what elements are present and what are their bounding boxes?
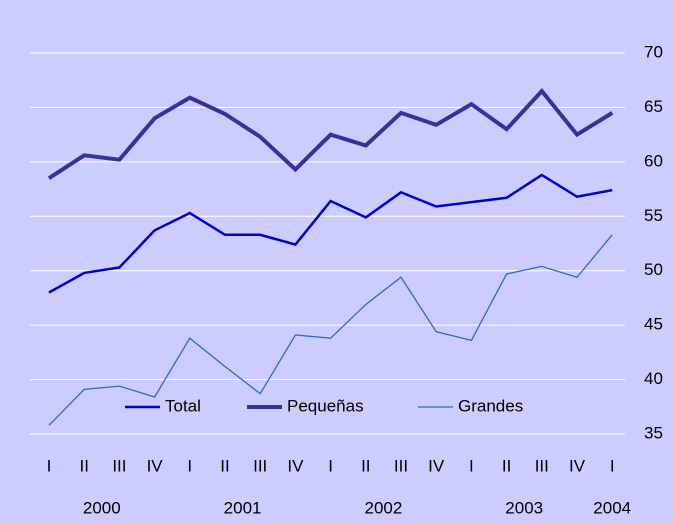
x-tick-label: III [253,456,267,475]
y-tick-label: 35 [644,423,663,442]
y-tick-label: 65 [644,97,663,116]
x-group-label: 2002 [364,498,402,517]
legend-label: Total [165,396,201,415]
series-line [48,234,613,426]
x-tick-label: II [361,456,370,475]
x-tick-label: IV [428,456,445,475]
x-tick-label: I [47,456,52,475]
x-tick-label: I [187,456,192,475]
x-tick-label: IV [287,456,304,475]
y-tick-label: 55 [644,206,663,225]
x-tick-label: I [469,456,474,475]
x-tick-label: II [220,456,229,475]
x-group-label: 2001 [224,498,262,517]
x-tick-label: IV [147,456,164,475]
x-tick-label: III [394,456,408,475]
x-group-label: 2004 [593,498,631,517]
legend-label: Pequeñas [287,396,364,415]
y-tick-label: 70 [644,42,663,61]
x-tick-label: II [502,456,511,475]
x-tick-label: IV [569,456,586,475]
series-line [47,88,614,180]
x-group-label: 2000 [83,498,121,517]
x-group-label: 2003 [505,498,543,517]
series-line [48,173,613,294]
y-tick-label: 40 [644,369,663,388]
y-tick-label: 50 [644,260,663,279]
x-tick-label: I [610,456,615,475]
y-tick-label: 60 [644,151,663,170]
x-tick-label: III [112,456,126,475]
y-tick-label: 45 [644,315,663,334]
x-tick-label: II [79,456,88,475]
x-tick-label: I [328,456,333,475]
x-tick-label: III [535,456,549,475]
legend-label: Grandes [458,396,523,415]
